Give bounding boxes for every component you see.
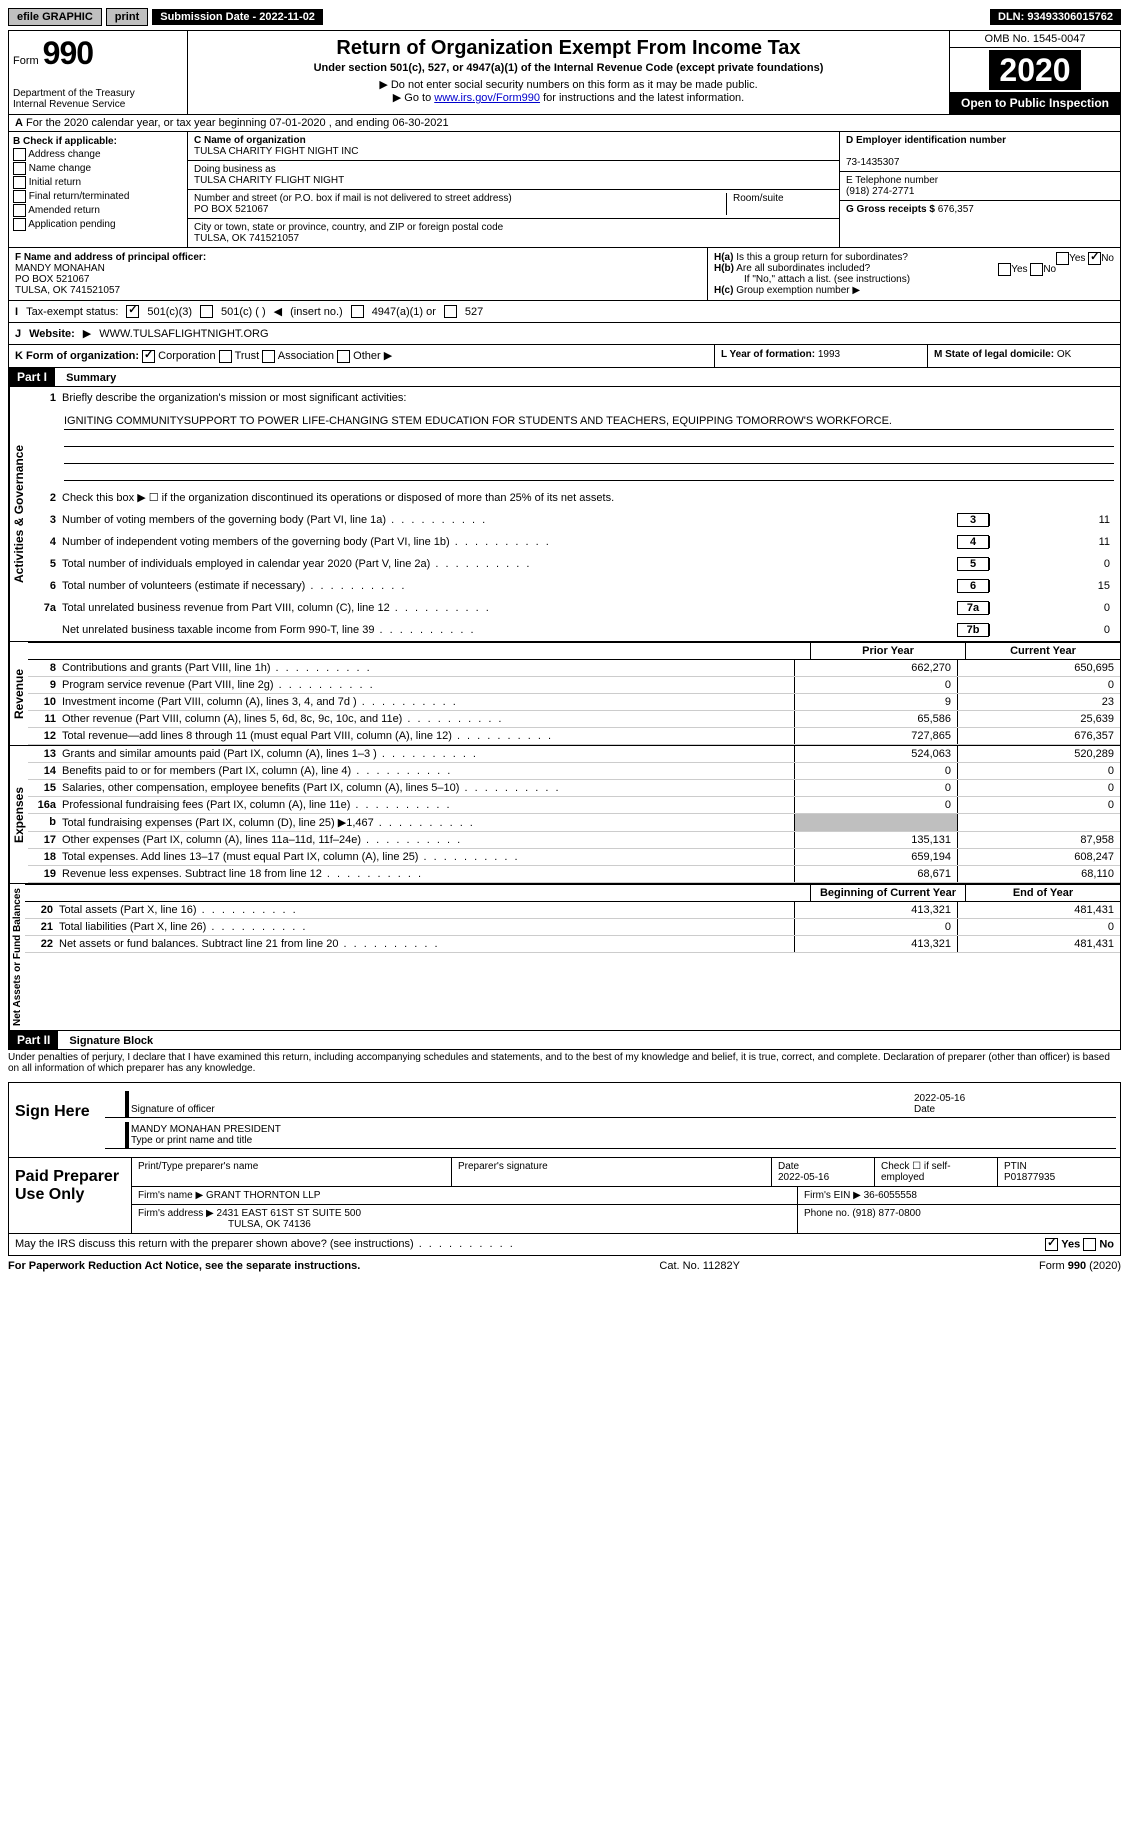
website-url: WWW.TULSAFLIGHTNIGHT.ORG (99, 328, 268, 340)
bcy-header: Beginning of Current Year (810, 885, 965, 901)
discuss-row: May the IRS discuss this return with the… (8, 1234, 1121, 1256)
form-number: 990 (43, 35, 93, 72)
box-b: B Check if applicable: Address change Na… (9, 132, 188, 247)
box-c: C Name of organizationTULSA CHARITY FIGH… (188, 132, 839, 247)
section-revenue: Revenue Prior Year Current Year 8Contrib… (8, 642, 1121, 746)
officer-block: F Name and address of principal officer:… (8, 248, 1121, 301)
gross-receipts: 676,357 (938, 204, 974, 215)
ptin: P01877935 (1004, 1172, 1055, 1183)
dln-label: DLN: 93493306015762 (990, 9, 1121, 25)
financial-line: 16aProfessional fundraising fees (Part I… (28, 797, 1120, 814)
gov-line: 3Number of voting members of the governi… (28, 509, 1120, 531)
org-name: TULSA CHARITY FIGHT NIGHT INC (194, 146, 358, 157)
financial-line: bTotal fundraising expenses (Part IX, co… (28, 814, 1120, 832)
sidebar-governance: Activities & Governance (9, 387, 28, 641)
financial-line: 18Total expenses. Add lines 13–17 (must … (28, 849, 1120, 866)
financial-line: 19Revenue less expenses. Subtract line 1… (28, 866, 1120, 883)
tax-year: 2020 (989, 50, 1080, 90)
omb-label: OMB No. 1545-0047 (950, 31, 1120, 48)
eoy-header: End of Year (965, 885, 1120, 901)
year-formation: 1993 (818, 349, 840, 360)
gov-line: 5Total number of individuals employed in… (28, 553, 1120, 575)
tax-status-row: I Tax-exempt status: 501(c)(3) 501(c) ( … (8, 301, 1121, 323)
korg-row: K Form of organization: Corporation Trus… (8, 345, 1121, 368)
financial-line: 11Other revenue (Part VIII, column (A), … (28, 711, 1120, 728)
website-row: J Website: ▶ WWW.TULSAFLIGHTNIGHT.ORG (8, 323, 1121, 345)
warn2: ▶ Go to www.irs.gov/Form990 for instruct… (192, 91, 945, 104)
entity-block: B Check if applicable: Address change Na… (8, 132, 1121, 248)
prep-date: 2022-05-16 (778, 1172, 829, 1183)
firm-phone: (918) 877-0800 (852, 1208, 920, 1219)
section-expenses: Expenses 13Grants and similar amounts pa… (8, 746, 1121, 884)
dba-name: TULSA CHARITY FLIGHT NIGHT (194, 175, 344, 186)
state-domicile: OK (1057, 349, 1071, 360)
financial-line: 22Net assets or fund balances. Subtract … (25, 936, 1120, 953)
section-a: A For the 2020 calendar year, or tax yea… (8, 115, 1121, 132)
sidebar-netassets: Net Assets or Fund Balances (9, 884, 25, 1030)
efile-button[interactable]: efile GRAPHIC (8, 8, 102, 26)
financial-line: 9Program service revenue (Part VIII, lin… (28, 677, 1120, 694)
financial-line: 13Grants and similar amounts paid (Part … (28, 746, 1120, 763)
print-button[interactable]: print (106, 8, 148, 26)
financial-line: 17Other expenses (Part IX, column (A), l… (28, 832, 1120, 849)
financial-line: 14Benefits paid to or for members (Part … (28, 763, 1120, 780)
ein: 73-1435307 (846, 157, 899, 168)
submission-date-label: Submission Date - 2022-11-02 (152, 9, 323, 25)
gov-line: Net unrelated business taxable income fr… (28, 619, 1120, 641)
open-public-label: Open to Public Inspection (950, 92, 1120, 114)
firm-name: GRANT THORNTON LLP (206, 1190, 320, 1201)
top-toolbar: efile GRAPHIC print Submission Date - 20… (8, 8, 1121, 26)
sidebar-expenses: Expenses (9, 746, 28, 883)
city-state-zip: TULSA, OK 741521057 (194, 233, 299, 244)
section-governance: Activities & Governance 1Briefly describ… (8, 387, 1121, 642)
gov-line: 7aTotal unrelated business revenue from … (28, 597, 1120, 619)
financial-line: 12Total revenue—add lines 8 through 11 (… (28, 728, 1120, 745)
paid-preparer-block: Paid Preparer Use Only Print/Type prepar… (8, 1158, 1121, 1234)
financial-line: 21Total liabilities (Part X, line 26)00 (25, 919, 1120, 936)
financial-line: 10Investment income (Part VIII, column (… (28, 694, 1120, 711)
sign-here-block: Sign Here Signature of officer 2022-05-1… (8, 1082, 1121, 1158)
gov-line: 4Number of independent voting members of… (28, 531, 1120, 553)
footer: For Paperwork Reduction Act Notice, see … (8, 1256, 1121, 1276)
warn1: ▶ Do not enter social security numbers o… (192, 78, 945, 91)
firm-addr2: TULSA, OK 74136 (138, 1219, 311, 1230)
box-d: D Employer identification number73-14353… (839, 132, 1120, 247)
room-suite-label: Room/suite (726, 193, 833, 215)
sig-date: 2022-05-16 (914, 1093, 965, 1104)
telephone: (918) 274-2771 (846, 186, 914, 197)
declaration-text: Under penalties of perjury, I declare th… (8, 1050, 1121, 1076)
form-title: Return of Organization Exempt From Incom… (192, 37, 945, 60)
officer-sig-name: MANDY MONAHAN PRESIDENT (131, 1124, 281, 1135)
mission-text: IGNITING COMMUNITYSUPPORT TO POWER LIFE-… (64, 415, 1114, 430)
street: PO BOX 521067 (194, 204, 269, 215)
irs-link[interactable]: www.irs.gov/Form990 (434, 92, 540, 104)
sidebar-revenue: Revenue (9, 642, 28, 745)
financial-line: 8Contributions and grants (Part VIII, li… (28, 660, 1120, 677)
financial-line: 20Total assets (Part X, line 16)413,3214… (25, 902, 1120, 919)
part2-header: Part II Signature Block (8, 1031, 1121, 1050)
firm-addr1: 2431 EAST 61ST ST SUITE 500 (217, 1208, 362, 1219)
gov-line: 6Total number of volunteers (estimate if… (28, 575, 1120, 597)
part1-header: Part I Summary (8, 368, 1121, 387)
form-header: Form 990 Department of the Treasury Inte… (8, 30, 1121, 115)
current-year-header: Current Year (965, 643, 1120, 659)
form-subtitle: Under section 501(c), 527, or 4947(a)(1)… (192, 62, 945, 74)
officer-name: MANDY MONAHAN (15, 263, 105, 274)
prior-year-header: Prior Year (810, 643, 965, 659)
section-netassets: Net Assets or Fund Balances Beginning of… (8, 884, 1121, 1031)
financial-line: 15Salaries, other compensation, employee… (28, 780, 1120, 797)
dept-label: Department of the Treasury Internal Reve… (13, 88, 183, 110)
form-label: Form (13, 55, 39, 67)
firm-ein: 36-6055558 (864, 1190, 917, 1201)
